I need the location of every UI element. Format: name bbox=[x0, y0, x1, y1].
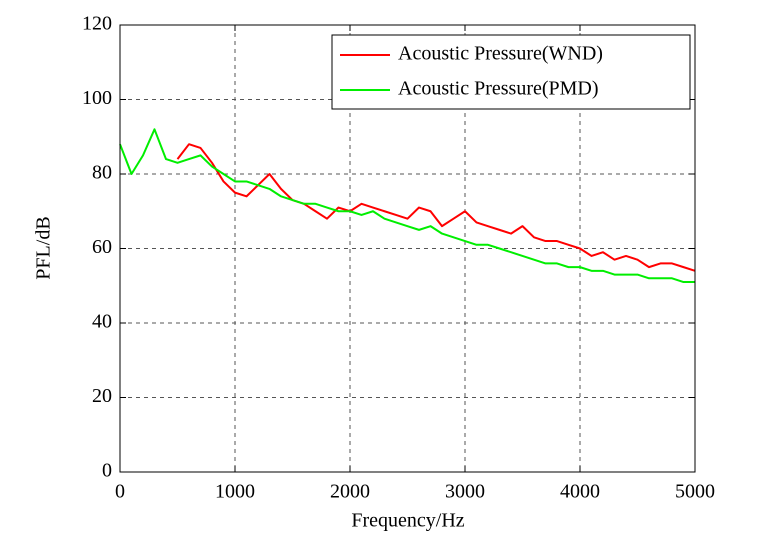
y-axis-label: PFL/dB bbox=[33, 216, 55, 279]
y-tick-label: 40 bbox=[92, 311, 112, 333]
y-tick-label: 0 bbox=[102, 460, 112, 482]
y-tick-label: 120 bbox=[82, 13, 112, 35]
legend-label: Acoustic Pressure(PMD) bbox=[398, 78, 599, 100]
x-tick-label: 4000 bbox=[560, 481, 600, 503]
y-tick-label: 80 bbox=[92, 162, 112, 184]
x-tick-label: 1000 bbox=[215, 481, 255, 503]
x-tick-label: 0 bbox=[115, 481, 125, 503]
plot-frame bbox=[119, 24, 696, 473]
y-tick-label: 20 bbox=[92, 385, 112, 407]
legend-box bbox=[331, 34, 691, 110]
x-axis-label: Frequency/Hz bbox=[351, 510, 464, 532]
x-tick-label: 5000 bbox=[675, 481, 715, 503]
x-tick-label: 3000 bbox=[445, 481, 485, 503]
y-tick-label: 60 bbox=[92, 236, 112, 258]
legend-label: Acoustic Pressure(WND) bbox=[398, 43, 603, 65]
x-tick-label: 2000 bbox=[330, 481, 370, 503]
data-line bbox=[176, 143, 696, 272]
data-line bbox=[119, 128, 695, 284]
y-tick-label: 100 bbox=[82, 87, 112, 109]
